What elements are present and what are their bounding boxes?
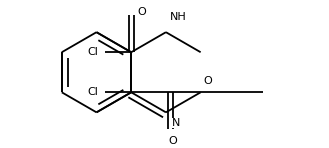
Text: Cl: Cl — [88, 47, 98, 57]
Text: O: O — [138, 8, 146, 17]
Text: NH: NH — [170, 12, 187, 22]
Text: O: O — [168, 136, 177, 146]
Text: Cl: Cl — [88, 87, 98, 97]
Text: O: O — [204, 76, 213, 86]
Text: N: N — [172, 118, 180, 128]
